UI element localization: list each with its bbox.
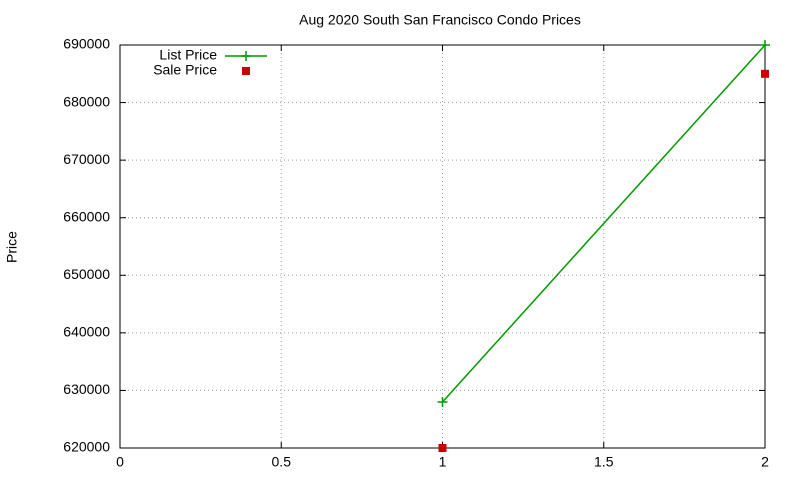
data-point <box>437 396 448 407</box>
series-line <box>441 44 766 403</box>
x-tick-label: 0.5 <box>272 454 292 470</box>
y-tick-label: 620000 <box>63 439 110 455</box>
x-tick-label: 2 <box>761 454 769 470</box>
y-axis-label: Price <box>4 231 20 263</box>
chart-title: Aug 2020 South San Francisco Condo Price… <box>299 12 581 28</box>
legend-label: List Price <box>159 47 217 63</box>
y-tick-label: 680000 <box>63 93 110 109</box>
x-tick-label: 0 <box>116 454 124 470</box>
legend-swatch <box>241 51 251 61</box>
y-tick-label: 630000 <box>63 381 110 397</box>
x-tick-label: 1.5 <box>594 454 614 470</box>
y-tick-label: 690000 <box>63 36 110 52</box>
y-tick-label: 650000 <box>63 266 110 282</box>
data-point <box>761 69 769 78</box>
data-point <box>760 40 770 50</box>
legend-swatch <box>242 67 250 75</box>
data-point <box>438 444 447 452</box>
y-tick-label: 660000 <box>63 208 110 224</box>
x-tick-label: 1 <box>439 454 447 470</box>
y-tick-label: 670000 <box>63 151 110 167</box>
y-tick-label: 640000 <box>63 324 110 340</box>
legend-label: Sale Price <box>153 62 217 78</box>
